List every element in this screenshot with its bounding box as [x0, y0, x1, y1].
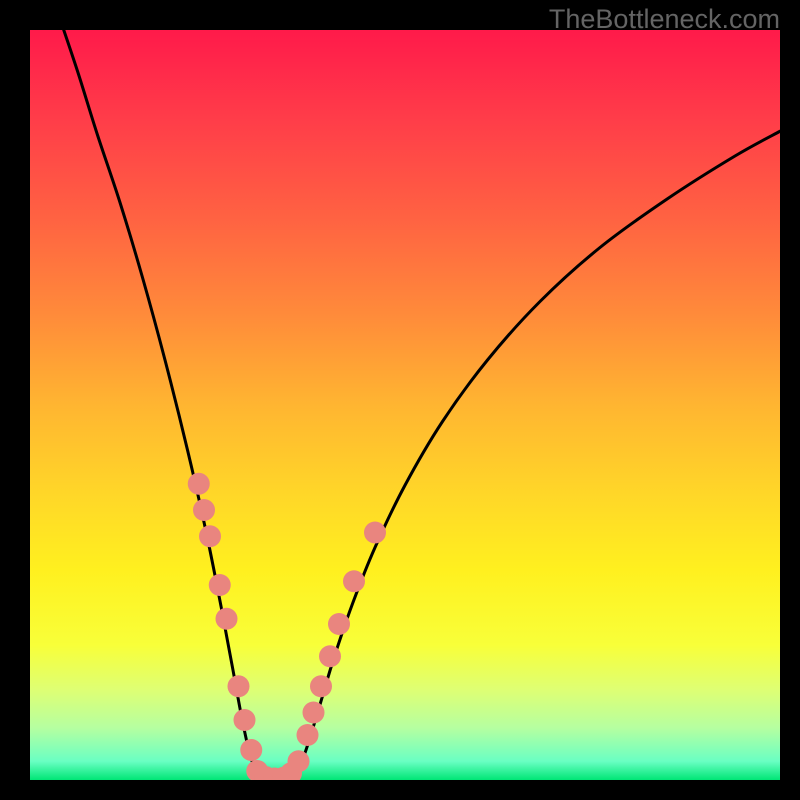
data-marker: [297, 724, 319, 746]
data-marker: [310, 675, 332, 697]
data-marker: [228, 675, 250, 697]
data-marker: [234, 709, 256, 731]
data-marker: [303, 702, 325, 724]
data-marker: [240, 739, 262, 761]
data-marker: [209, 574, 231, 596]
data-marker: [364, 522, 386, 544]
gradient-background: [30, 30, 780, 780]
data-marker: [319, 645, 341, 667]
data-marker: [188, 473, 210, 495]
watermark-text: TheBottleneck.com: [549, 4, 780, 35]
bottleneck-chart: [0, 0, 800, 800]
data-marker: [193, 499, 215, 521]
data-marker: [328, 613, 350, 635]
data-marker: [199, 525, 221, 547]
data-marker: [343, 570, 365, 592]
data-marker: [288, 750, 310, 772]
data-marker: [216, 608, 238, 630]
